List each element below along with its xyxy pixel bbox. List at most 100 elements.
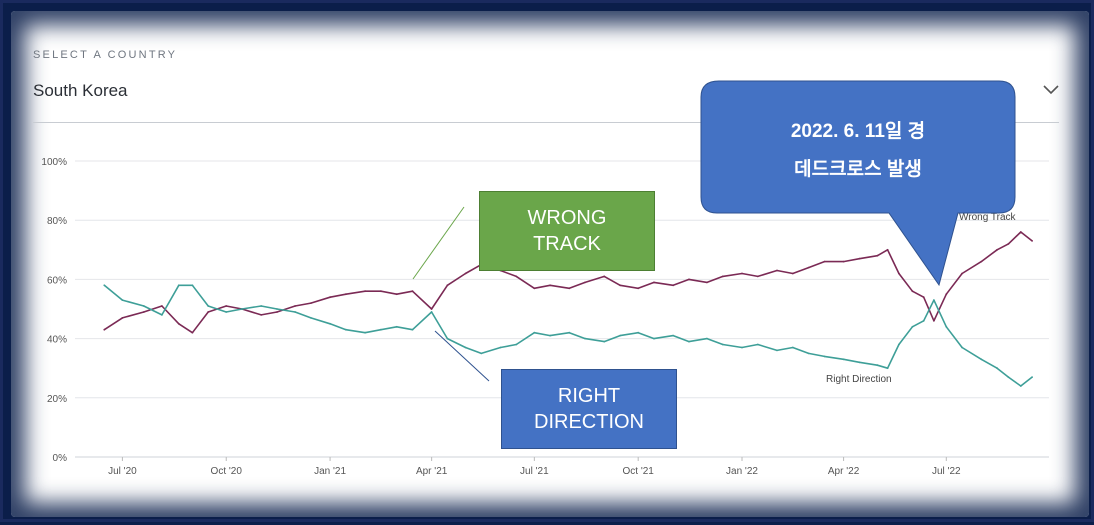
x-axis-ticks: Jul '20 Oct '20 Jan '21 Apr '21 Jul '21 Oct '… xyxy=(108,457,961,477)
wrong-track-point xyxy=(1007,243,1010,245)
wrong-track-annotation-box: WRONG TRACK xyxy=(479,191,655,271)
wrong-track-point xyxy=(637,287,640,290)
wrong-track-point xyxy=(161,305,163,307)
chevron-down-icon[interactable] xyxy=(1043,85,1059,95)
right-direction-point xyxy=(207,305,210,307)
wrong-track-point xyxy=(446,284,449,287)
wrong-track-point xyxy=(980,260,983,263)
right-direction-point xyxy=(653,337,655,340)
wrong-track-point xyxy=(1019,231,1022,233)
right-direction-point xyxy=(886,367,889,370)
right-direction-point xyxy=(549,334,551,337)
right-direction-point xyxy=(776,349,778,352)
right-direction-point xyxy=(980,358,983,361)
wrong-track-point xyxy=(411,290,414,293)
right-direction-point xyxy=(876,364,879,367)
right-direction-point xyxy=(823,355,826,358)
wrong-track-point xyxy=(380,290,382,293)
y-tick-label: 40% xyxy=(47,335,67,346)
wrong-track-point xyxy=(886,248,889,251)
right-direction-point xyxy=(807,352,810,355)
right-direction-point xyxy=(142,305,145,307)
right-direction-point xyxy=(672,334,675,337)
wrong-track-point xyxy=(996,248,998,251)
right-direction-point xyxy=(515,343,518,346)
wrong-track-point xyxy=(533,287,536,290)
right-direction-point xyxy=(411,328,414,331)
wrong-track-point xyxy=(721,275,724,278)
wrong-track-point xyxy=(945,293,948,296)
wrong-track-point xyxy=(776,269,778,272)
x-tick-label: Apr '22 xyxy=(828,466,860,477)
x-tick-label: Jan '21 xyxy=(314,466,346,477)
right-direction-point xyxy=(177,284,180,287)
wrong-track-point xyxy=(858,257,861,260)
wrong-track-point xyxy=(823,260,826,263)
y-tick-label: 60% xyxy=(47,275,67,286)
x-tick-label: Jul '21 xyxy=(520,466,549,477)
wrong-track-point xyxy=(842,260,845,263)
right-direction-point xyxy=(345,328,347,331)
wrong-track-point xyxy=(260,314,263,316)
x-tick-label: Oct '20 xyxy=(211,466,243,477)
wrong-track-point xyxy=(364,290,366,293)
right-direction-point xyxy=(911,325,914,328)
wrong-track-point xyxy=(933,319,935,322)
right-direction-point xyxy=(225,311,228,313)
right-direction-point xyxy=(706,337,708,340)
wrong-track-point xyxy=(464,272,467,275)
wrong-box-line-1: WRONG xyxy=(527,207,607,229)
right-direction-point xyxy=(858,361,861,364)
right-direction-point xyxy=(191,284,194,287)
series-lines xyxy=(103,231,1033,387)
wrong-track-point xyxy=(922,296,925,299)
right-direction-point xyxy=(756,343,759,346)
dead-cross-callout-text: 2022. 6. 11일 경 데드크로스 발생 xyxy=(701,113,1015,189)
wrong-track-point xyxy=(672,284,675,287)
right-direction-point xyxy=(619,334,621,337)
right-direction-point xyxy=(446,337,449,340)
series-labels: Wrong Track Right Direction xyxy=(826,212,1016,385)
wrong-track-point xyxy=(549,284,551,287)
right-direction-point xyxy=(364,331,366,334)
x-tick-label: Jan '22 xyxy=(726,466,758,477)
right-direction-point xyxy=(842,358,845,361)
line-chart: 0% 20% 40% 60% 80% 100% Jul '20 Oct '20 Jan '21… xyxy=(41,80,1049,477)
wrong-track-point xyxy=(898,272,900,275)
right-direction-point xyxy=(310,317,312,319)
wrong-track-point xyxy=(911,290,914,293)
wrong-track-point xyxy=(142,311,145,313)
x-tick-label: Jul '20 xyxy=(108,466,137,477)
country-selector-value[interactable]: South Korea xyxy=(33,81,128,100)
wrong-track-point xyxy=(603,275,606,278)
wrong-track-point xyxy=(876,254,879,257)
wrong-track-line xyxy=(103,231,1033,334)
right-direction-point xyxy=(241,308,243,310)
right-direction-point xyxy=(1031,376,1033,378)
selector-underline xyxy=(33,122,1059,123)
y-tick-label: 20% xyxy=(47,394,67,405)
right-direction-point xyxy=(294,311,296,313)
wrong-track-point xyxy=(345,293,347,296)
right-direction-point xyxy=(603,340,606,343)
wrong-track-point xyxy=(395,293,398,296)
right-direction-point xyxy=(996,367,998,370)
wrong-track-point xyxy=(756,275,759,278)
right-direction-point xyxy=(464,346,467,349)
callout-line-2: 데드크로스 발생 xyxy=(794,159,922,180)
wrong-track-point xyxy=(568,287,571,290)
right-direction-point xyxy=(161,314,163,316)
right-direction-point xyxy=(898,343,900,346)
right-direction-point xyxy=(533,331,536,334)
wrong-box-line-2: TRACK xyxy=(533,233,601,255)
wrong-track-point xyxy=(515,275,518,278)
right-direction-series-label: Right Direction xyxy=(826,374,892,385)
annotation-overlays xyxy=(412,80,1016,382)
wrong-track-point xyxy=(177,322,180,325)
wrong-track-point xyxy=(191,331,194,334)
wrong-track-point xyxy=(688,278,690,281)
wrong-track-point xyxy=(706,281,708,284)
right-direction-point xyxy=(480,352,483,355)
wrong-track-point xyxy=(1031,240,1033,242)
